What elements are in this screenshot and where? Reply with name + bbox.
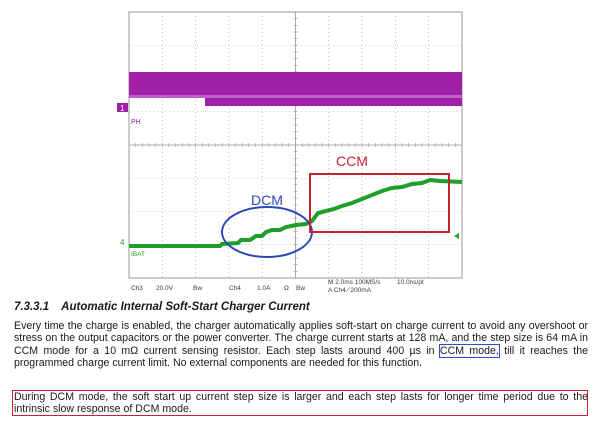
ch3-label: Ch3 xyxy=(131,285,143,292)
ph-channel-label: PH xyxy=(131,119,141,126)
dcm-note-box xyxy=(12,390,588,416)
ibat-channel-label: IBAT xyxy=(131,251,145,258)
marker-1: 1 xyxy=(120,104,125,113)
ch4-label: Ch4 xyxy=(229,285,241,292)
section-caption: 7.3.3.1 Automatic Internal Soft-Start Cha… xyxy=(14,301,310,313)
ph-trace-low xyxy=(129,72,205,98)
ccm-box xyxy=(309,173,450,233)
dcm-label: DCM xyxy=(251,192,283,208)
trigger-readout: A Ch4 ∕ 200mA xyxy=(328,287,372,294)
ph-trace-band xyxy=(129,95,462,98)
ch3-scale: 20.0V xyxy=(156,285,174,292)
paragraph1-text-before: Every time the charge is enabled, the ch… xyxy=(14,320,588,357)
ch4-bw: Bw xyxy=(296,285,305,292)
sample-rate: 10.0ns/pt xyxy=(397,279,424,286)
oscilloscope-capture: 1 PH 4 IBAT DCM CCM Ch3 20.0V Bw Ch4 1.0… xyxy=(117,11,463,294)
paragraph-dcm-note: During DCM mode, the soft start up curre… xyxy=(14,391,588,416)
ch4-scale: 1.0A xyxy=(257,285,271,292)
marker-4: 4 xyxy=(120,238,125,247)
paragraph1-text-after: till it reaches the programmed charge cu… xyxy=(14,344,588,370)
trigger-arrow-icon xyxy=(454,233,459,239)
section-title: Automatic Internal Soft-Start Charger Cu… xyxy=(61,301,310,313)
marker-1-box xyxy=(117,103,128,112)
ibat-trace xyxy=(129,177,463,248)
scope-grid xyxy=(128,11,463,279)
section-number: 7.3.3.1 xyxy=(14,301,50,313)
ccm-mode-highlight: CCM mode, xyxy=(438,343,500,358)
timebase: M 2.0ms 100MS/s xyxy=(328,279,381,286)
ch3-bw: Bw xyxy=(193,285,202,292)
ph-trace-switching xyxy=(205,72,462,106)
ch4-impedance: Ω xyxy=(284,285,289,292)
ccm-label: CCM xyxy=(336,153,368,169)
scope-status-bar: Ch3 20.0V Bw Ch4 1.0A Ω Bw M 2.0ms 100MS… xyxy=(131,279,424,294)
paragraph-soft-start: Every time the charge is enabled, the ch… xyxy=(14,320,588,370)
